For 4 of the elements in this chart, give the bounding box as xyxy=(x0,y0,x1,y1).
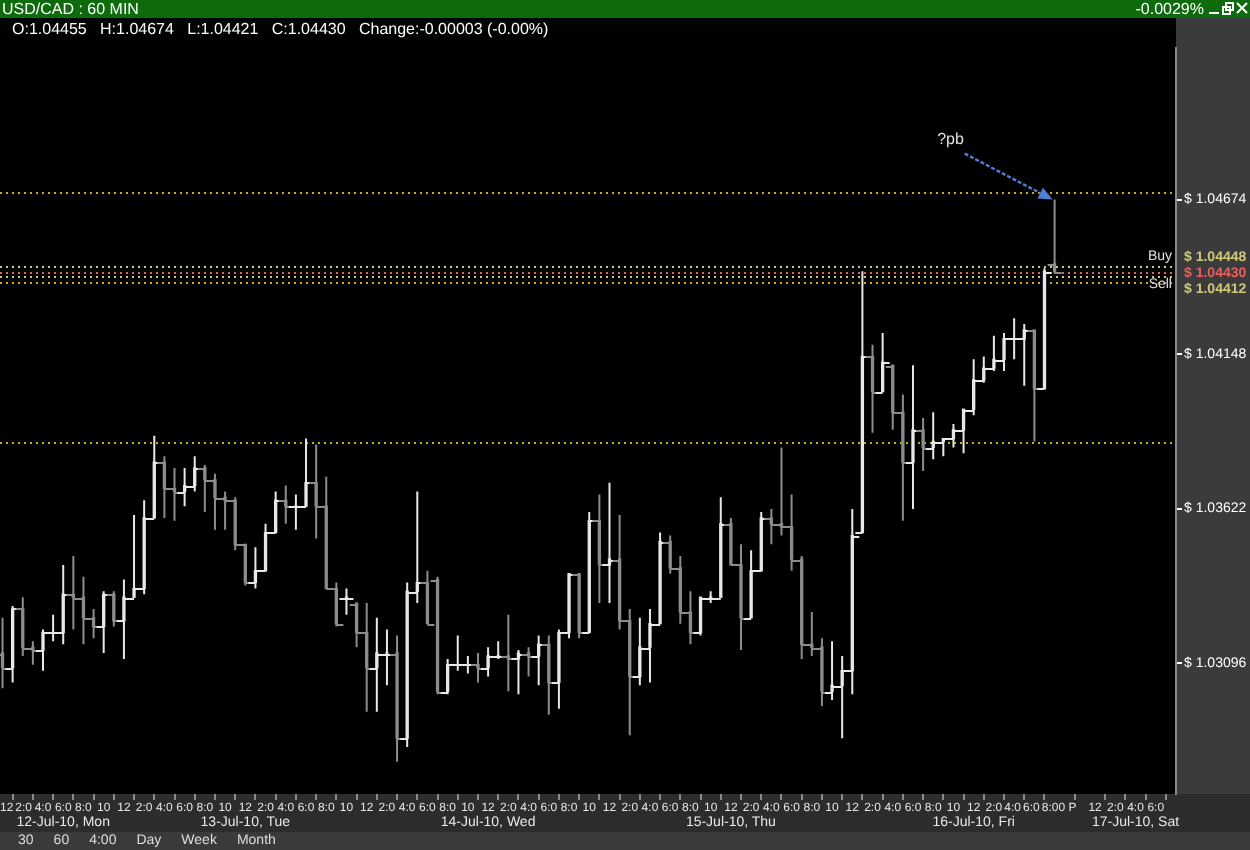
text: -0.0029% xyxy=(1135,0,1204,18)
chart-subtitle: O:1.04455 H:1.04674 L:1.04421 C:1.04430 Change:-0.00003 (-0.00%) xyxy=(12,20,549,38)
chart-title: USD/CAD : 60 MIN xyxy=(2,0,139,18)
annotation: ?pb xyxy=(937,129,964,148)
